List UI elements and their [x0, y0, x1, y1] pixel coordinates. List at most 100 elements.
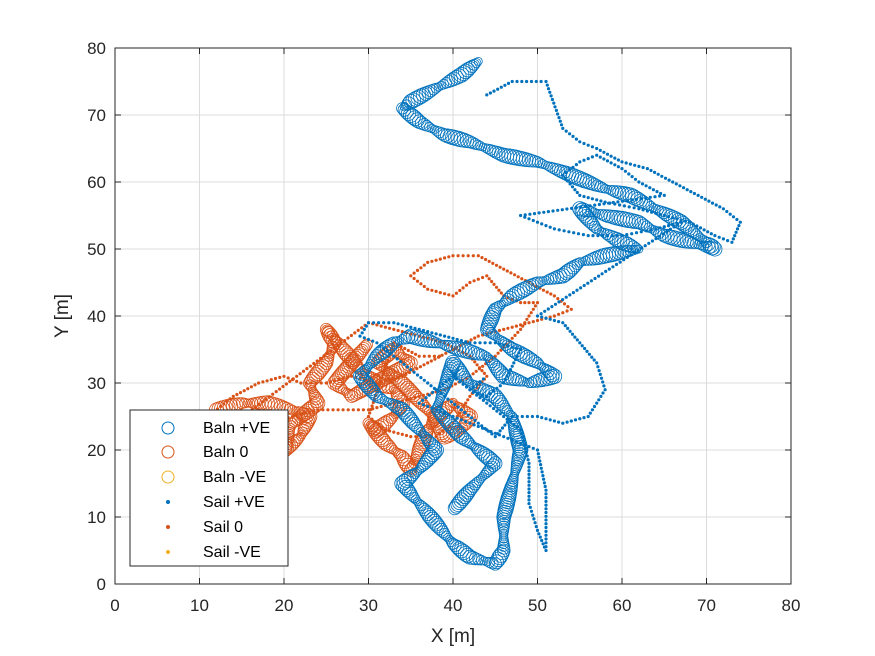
- data-point: [507, 343, 523, 359]
- data-point: [481, 275, 485, 280]
- data-point: [634, 231, 639, 235]
- data-point: [360, 331, 364, 335]
- data-point: [451, 374, 455, 378]
- data-point: [409, 325, 413, 329]
- data-point: [383, 413, 397, 427]
- data-point: [464, 419, 468, 424]
- data-point: [308, 364, 312, 368]
- data-point: [396, 473, 413, 490]
- data-point: [623, 169, 628, 173]
- data-point: [497, 328, 502, 333]
- data-point: [422, 378, 426, 382]
- data-point: [587, 252, 601, 266]
- data-point: [281, 384, 285, 389]
- data-point: [404, 324, 409, 328]
- data-point: [488, 404, 492, 408]
- data-point: [492, 282, 496, 286]
- data-point: [388, 429, 392, 433]
- data-point: [523, 446, 527, 451]
- data-point: [254, 405, 258, 409]
- data-point: [366, 356, 378, 368]
- data-point: [451, 414, 455, 419]
- data-point: [444, 351, 448, 355]
- data-point: [359, 340, 372, 353]
- data-point: [559, 123, 564, 127]
- data-point: [573, 335, 577, 339]
- data-point: [336, 408, 340, 412]
- data-point: [362, 336, 366, 340]
- data-point: [467, 440, 477, 450]
- data-point: [278, 387, 282, 391]
- data-point: [328, 380, 333, 384]
- data-point: [429, 384, 433, 388]
- data-point: [548, 315, 552, 319]
- data-point: [544, 507, 548, 511]
- data-point: [478, 396, 482, 400]
- data-point: [603, 388, 607, 392]
- data-point: [582, 213, 598, 229]
- data-point: [521, 324, 525, 328]
- data-point: [604, 269, 608, 273]
- data-point: [557, 420, 561, 424]
- data-point: [654, 211, 658, 215]
- data-point: [378, 343, 382, 348]
- data-point: [549, 292, 553, 296]
- data-point: [397, 103, 412, 117]
- data-point: [502, 414, 506, 419]
- data-point: [451, 336, 455, 340]
- data-point: [290, 414, 295, 419]
- data-point: [512, 361, 516, 365]
- data-point: [668, 211, 684, 228]
- data-point: [541, 364, 555, 378]
- data-point: [590, 408, 595, 412]
- data-point: [404, 372, 408, 376]
- data-point: [239, 397, 250, 409]
- data-point: [539, 312, 543, 316]
- data-point: [358, 334, 362, 338]
- data-point: [643, 222, 655, 233]
- data-point: [602, 150, 606, 154]
- data-point: [713, 234, 717, 238]
- data-point: [569, 419, 573, 423]
- data-point: [575, 338, 579, 342]
- data-point: [421, 508, 438, 524]
- data-point: [339, 359, 356, 376]
- data-point: [498, 429, 502, 433]
- data-point: [399, 345, 403, 349]
- data-point: [449, 400, 453, 404]
- data-point: [649, 168, 653, 173]
- data-point: [453, 402, 457, 406]
- data-point: [449, 424, 466, 441]
- data-point: [553, 302, 558, 306]
- data-point: [271, 392, 275, 396]
- data-point: [583, 346, 587, 351]
- data-point: [372, 429, 389, 446]
- data-point: [379, 404, 383, 409]
- data-point: [253, 383, 257, 387]
- data-point: [274, 390, 278, 394]
- data-point: [506, 436, 510, 440]
- data-point: [458, 380, 462, 384]
- data-point: [468, 388, 472, 392]
- data-point: [490, 279, 494, 284]
- data-point: [733, 234, 737, 238]
- data-point: [508, 368, 513, 372]
- data-point: [689, 190, 693, 194]
- data-point: [492, 406, 496, 411]
- data-point: [595, 401, 599, 405]
- data-point: [728, 212, 732, 216]
- data-point: [540, 222, 544, 226]
- data-point: [553, 105, 557, 109]
- data-point: [575, 190, 579, 195]
- data-point: [662, 213, 666, 218]
- data-point: [602, 157, 606, 161]
- data-point: [506, 326, 510, 330]
- data-point: [341, 357, 358, 374]
- data-point: [430, 518, 446, 534]
- data-point: [473, 341, 477, 345]
- data-point: [439, 339, 450, 351]
- data-point: [439, 392, 443, 396]
- data-point: [731, 237, 735, 241]
- data-point: [394, 402, 410, 418]
- data-point: [540, 538, 544, 543]
